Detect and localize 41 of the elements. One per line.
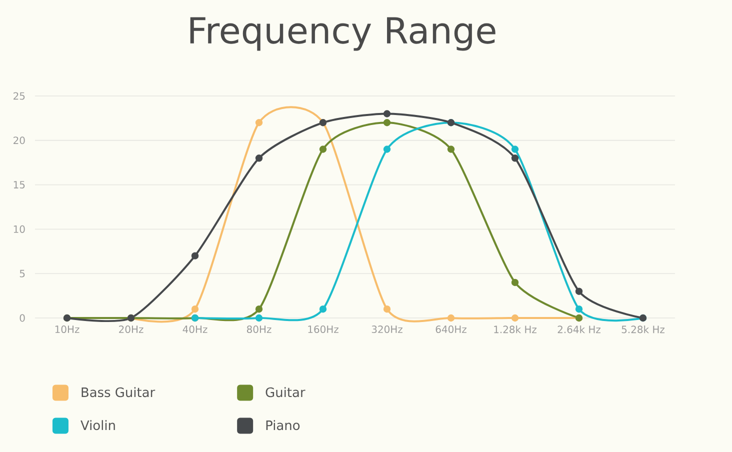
x-tick-label: 80Hz	[246, 325, 272, 334]
y-tick-label: 25	[14, 92, 25, 100]
point	[383, 119, 391, 126]
point	[255, 314, 263, 322]
point	[447, 146, 455, 153]
x-tick-label: 640Hz	[436, 325, 466, 334]
legend-label: Bass Guitar	[82, 387, 156, 398]
point	[511, 278, 519, 286]
y-tick-label: 20	[14, 136, 25, 144]
point	[191, 306, 199, 313]
point	[383, 146, 391, 153]
point	[447, 314, 455, 322]
point	[511, 146, 519, 153]
legend-label: Guitar	[266, 387, 306, 398]
point	[255, 119, 263, 126]
point	[191, 252, 199, 260]
x-tick-label: 10Hz	[55, 325, 80, 334]
y-tick-label: 0	[20, 314, 25, 322]
point	[319, 146, 327, 153]
point	[383, 306, 391, 313]
y-tick-label: 10	[14, 225, 25, 233]
legend-label: Piano	[266, 420, 300, 430]
point	[575, 288, 583, 295]
y-tick-label: 15	[14, 181, 25, 188]
point	[255, 306, 263, 313]
point	[575, 306, 583, 313]
point	[383, 110, 391, 118]
x-tick-label: 1.28k Hz	[494, 325, 536, 334]
y-tick-label: 5	[20, 270, 25, 278]
point	[511, 154, 519, 162]
chart-title: Frequency Range	[190, 17, 496, 51]
legend-label: Violin	[80, 420, 115, 430]
point	[511, 314, 519, 322]
x-tick-label: 2.64k Hz	[558, 325, 600, 334]
x-tick-label: 320Hz	[372, 325, 402, 334]
x-tick-label: 160Hz	[308, 325, 338, 334]
x-tick-label: 20Hz	[119, 325, 144, 334]
point	[319, 306, 327, 313]
x-tick-label: 40Hz	[182, 325, 208, 334]
x-tick-label: 5.28k Hz	[622, 325, 664, 334]
point	[255, 154, 263, 162]
